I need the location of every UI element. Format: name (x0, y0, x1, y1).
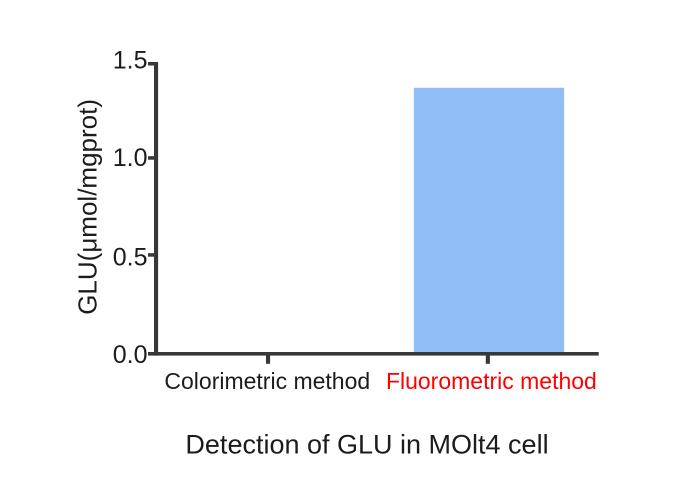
svg-text:Detection of GLU in MOlt4 cell: Detection of GLU in MOlt4 cell (185, 429, 548, 459)
svg-text:1.5: 1.5 (113, 47, 148, 75)
svg-text:1.0: 1.0 (113, 144, 148, 172)
svg-text:Colorimetric method: Colorimetric method (164, 368, 370, 394)
svg-text:0.0: 0.0 (113, 341, 148, 369)
svg-text:Fluorometric method: Fluorometric method (386, 368, 597, 394)
svg-text:0.5: 0.5 (113, 243, 148, 271)
svg-text:GLU(μmol/mgprot): GLU(μmol/mgprot) (73, 99, 103, 315)
